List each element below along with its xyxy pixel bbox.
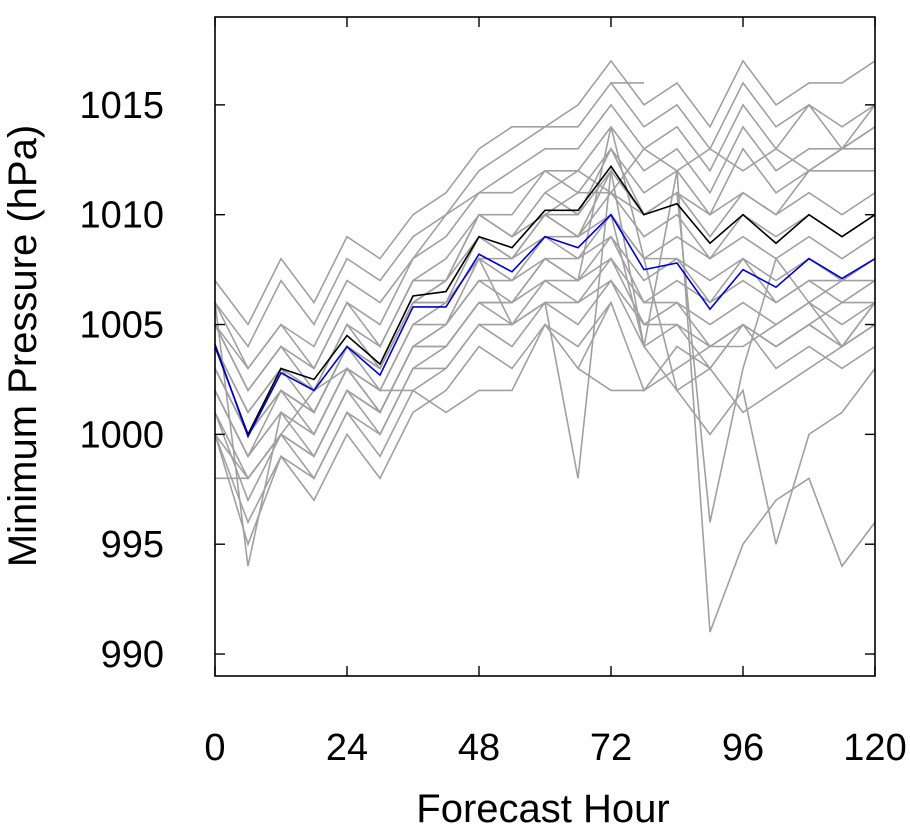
member-line-5 — [214, 147, 875, 392]
member-line-19 — [214, 168, 876, 633]
y-tick-label-1010: 1010 — [79, 195, 164, 237]
x-axis-title: Forecast Hour — [416, 787, 669, 827]
x-tick-label-72: 72 — [590, 727, 632, 769]
y-tick-label-990: 990 — [101, 634, 164, 676]
x-tick-label-96: 96 — [722, 727, 764, 769]
member-line-20 — [610, 214, 876, 545]
x-tick-label-120: 120 — [843, 727, 906, 769]
x-tick-label-24: 24 — [326, 727, 368, 769]
y-axis-title: Minimum Pressure (hPa) — [1, 125, 45, 567]
member-line-18 — [214, 147, 876, 523]
member-line-3 — [214, 103, 876, 370]
member-line-8 — [214, 213, 876, 414]
x-tick-label-48: 48 — [458, 727, 500, 769]
axis-ticks — [214, 17, 876, 676]
y-tick-label-1000: 1000 — [79, 414, 164, 456]
y-tick-label-995: 995 — [101, 524, 164, 566]
member-line-4 — [214, 125, 875, 370]
member-line-2 — [214, 81, 876, 349]
plot-frame — [214, 16, 876, 677]
y-tick-label-1015: 1015 — [79, 85, 164, 127]
mean-line — [214, 165, 876, 437]
member-line-23 — [577, 257, 876, 392]
control-line — [214, 213, 876, 439]
member-line-22 — [215, 300, 875, 480]
plot-lines — [214, 59, 876, 633]
member-line-26 — [511, 104, 876, 238]
member-line-15 — [214, 279, 876, 525]
member-line-12 — [214, 257, 876, 458]
x-tick-label-0: 0 — [204, 727, 225, 769]
member-line-21 — [214, 126, 876, 480]
y-tick-label-1005: 1005 — [79, 305, 164, 347]
axis-tick-labels: 0 24 48 72 96 120 990 995 1000 1005 1010 1015 — [79, 85, 906, 769]
member-line-10 — [214, 235, 875, 436]
